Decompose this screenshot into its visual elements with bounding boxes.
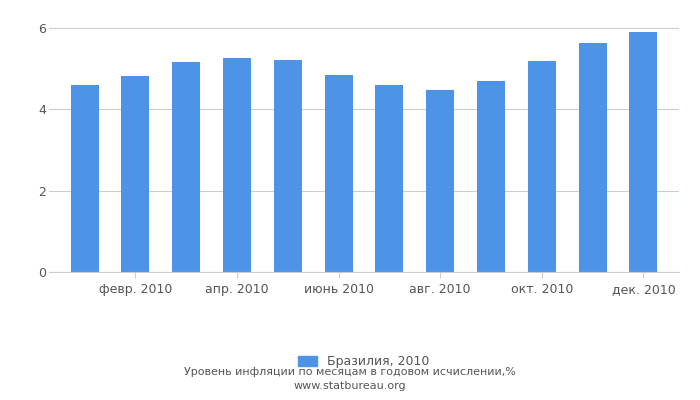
Bar [325,75,353,272]
Bar [528,61,556,272]
Bar [629,32,657,272]
Bar [223,58,251,272]
Bar [426,90,454,272]
Bar [71,86,99,272]
Bar [375,85,403,272]
Bar [477,81,505,272]
Bar [579,43,607,272]
Bar [121,76,149,272]
Text: www.statbureau.org: www.statbureau.org [294,381,406,391]
Bar [274,60,302,272]
Text: Уровень инфляции по месяцам в годовом исчислении,%: Уровень инфляции по месяцам в годовом ис… [184,367,516,377]
Bar [172,62,200,272]
Legend: Бразилия, 2010: Бразилия, 2010 [293,350,435,373]
